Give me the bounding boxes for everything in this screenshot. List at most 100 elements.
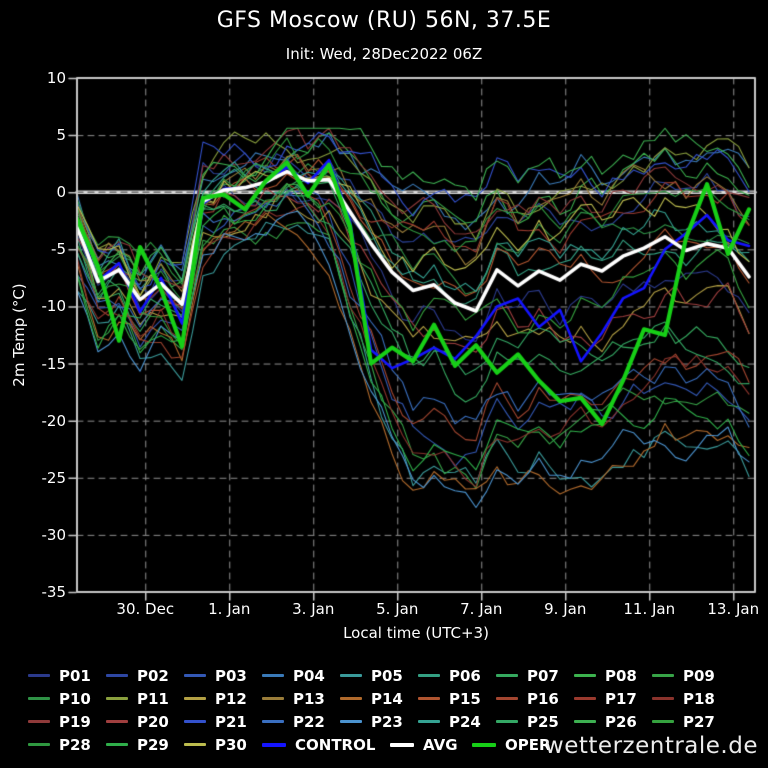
legend-label: P15 bbox=[449, 689, 481, 708]
legend-swatch-icon bbox=[418, 674, 440, 677]
legend-item-p12: P12 bbox=[184, 690, 262, 708]
y-tick-label: -20 bbox=[41, 411, 67, 430]
legend-item-control: CONTROL bbox=[262, 736, 390, 754]
legend-swatch-icon bbox=[262, 742, 286, 747]
legend-item-p19: P19 bbox=[28, 713, 106, 731]
legend-item-p13: P13 bbox=[262, 690, 340, 708]
legend-item-p01: P01 bbox=[28, 667, 106, 685]
legend-swatch-icon bbox=[472, 742, 496, 747]
legend-label: P12 bbox=[215, 689, 247, 708]
legend-row: P10 P11 P12 P13 P14 P15 P16 P17 P18 bbox=[0, 687, 768, 710]
ensemble-legend: P01 P02 P03 P04 P05 P06 P07 P08 P09 P10 P11 P12 P13 P… bbox=[0, 664, 768, 756]
legend-label: P05 bbox=[371, 666, 403, 685]
legend-swatch-icon bbox=[652, 720, 674, 723]
legend-item-p14: P14 bbox=[340, 690, 418, 708]
x-tick-label: 1. Jan bbox=[208, 600, 251, 618]
legend-swatch-icon bbox=[652, 674, 674, 677]
legend-swatch-icon bbox=[496, 720, 518, 723]
legend-swatch-icon bbox=[340, 720, 362, 723]
legend-swatch-icon bbox=[106, 674, 128, 677]
legend-label: P01 bbox=[59, 666, 91, 685]
legend-row: P28 P29 P30 CONTROL AVG OPER bbox=[0, 733, 768, 756]
y-tick-label: 0 bbox=[56, 183, 66, 202]
legend-label: P09 bbox=[683, 666, 715, 685]
legend-label: P29 bbox=[137, 735, 169, 754]
chart-subtitle: Init: Wed, 28Dec2022 06Z bbox=[285, 45, 483, 63]
legend-item-p15: P15 bbox=[418, 690, 496, 708]
legend-label: P22 bbox=[293, 712, 325, 731]
legend-label: P18 bbox=[683, 689, 715, 708]
legend-item-p28: P28 bbox=[28, 736, 106, 754]
legend-item-p11: P11 bbox=[106, 690, 184, 708]
x-tick-label: 9. Jan bbox=[544, 600, 587, 618]
legend-label: CONTROL bbox=[295, 735, 376, 754]
x-tick-label: 11. Jan bbox=[623, 600, 676, 618]
legend-item-p09: P09 bbox=[652, 667, 730, 685]
legend-item-p29: P29 bbox=[106, 736, 184, 754]
watermark: wetterzentrale.de bbox=[544, 733, 758, 759]
y-tick-label: -25 bbox=[41, 468, 67, 487]
legend-swatch-icon bbox=[262, 674, 284, 677]
legend-label: P10 bbox=[59, 689, 91, 708]
legend-label: P03 bbox=[215, 666, 247, 685]
legend-swatch-icon bbox=[184, 697, 206, 700]
y-tick-label: -15 bbox=[41, 354, 67, 373]
legend-label: P21 bbox=[215, 712, 247, 731]
legend-label: P23 bbox=[371, 712, 403, 731]
legend-swatch-icon bbox=[106, 743, 128, 746]
legend-item-p02: P02 bbox=[106, 667, 184, 685]
legend-label: P19 bbox=[59, 712, 91, 731]
legend-swatch-icon bbox=[184, 720, 206, 723]
legend-item-p20: P20 bbox=[106, 713, 184, 731]
y-tick-label: -5 bbox=[51, 240, 66, 259]
x-tick-label: 5. Jan bbox=[376, 600, 419, 618]
legend-label: P30 bbox=[215, 735, 247, 754]
legend-swatch-icon bbox=[262, 720, 284, 723]
legend-swatch-icon bbox=[106, 697, 128, 700]
legend-swatch-icon bbox=[418, 720, 440, 723]
legend-item-p26: P26 bbox=[574, 713, 652, 731]
legend-item-p25: P25 bbox=[496, 713, 574, 731]
legend-label: P06 bbox=[449, 666, 481, 685]
x-axis-label: Local time (UTC+3) bbox=[343, 624, 489, 642]
y-tick-label: 10 bbox=[46, 69, 66, 87]
legend-label: P07 bbox=[527, 666, 559, 685]
legend-swatch-icon bbox=[390, 742, 414, 747]
legend-item-p05: P05 bbox=[340, 667, 418, 685]
legend-swatch-icon bbox=[574, 720, 596, 723]
legend-swatch-icon bbox=[340, 697, 362, 700]
legend-item-p30: P30 bbox=[184, 736, 262, 754]
legend-swatch-icon bbox=[28, 743, 50, 746]
legend-swatch-icon bbox=[28, 674, 50, 677]
legend-label: P16 bbox=[527, 689, 559, 708]
legend-label: P11 bbox=[137, 689, 169, 708]
legend-label: P24 bbox=[449, 712, 481, 731]
legend-swatch-icon bbox=[184, 674, 206, 677]
legend-swatch-icon bbox=[28, 720, 50, 723]
x-tick-label: 7. Jan bbox=[460, 600, 503, 618]
legend-swatch-icon bbox=[106, 720, 128, 723]
legend-label: P20 bbox=[137, 712, 169, 731]
legend-swatch-icon bbox=[574, 697, 596, 700]
legend-item-p24: P24 bbox=[418, 713, 496, 731]
x-tick-label: 13. Jan bbox=[707, 600, 760, 618]
x-tick-label: 3. Jan bbox=[292, 600, 335, 618]
legend-item-p16: P16 bbox=[496, 690, 574, 708]
legend-item-p18: P18 bbox=[652, 690, 730, 708]
legend-label: P13 bbox=[293, 689, 325, 708]
legend-item-p06: P06 bbox=[418, 667, 496, 685]
legend-item-oper: OPER bbox=[472, 736, 562, 754]
legend-label: P14 bbox=[371, 689, 403, 708]
y-tick-label: -10 bbox=[41, 297, 67, 316]
legend-swatch-icon bbox=[652, 697, 674, 700]
legend-item-p04: P04 bbox=[262, 667, 340, 685]
legend-swatch-icon bbox=[184, 743, 206, 746]
legend-item-p21: P21 bbox=[184, 713, 262, 731]
legend-label: P04 bbox=[293, 666, 325, 685]
legend-item-p03: P03 bbox=[184, 667, 262, 685]
legend-swatch-icon bbox=[574, 674, 596, 677]
legend-label: P28 bbox=[59, 735, 91, 754]
y-tick-label: -30 bbox=[41, 525, 67, 544]
